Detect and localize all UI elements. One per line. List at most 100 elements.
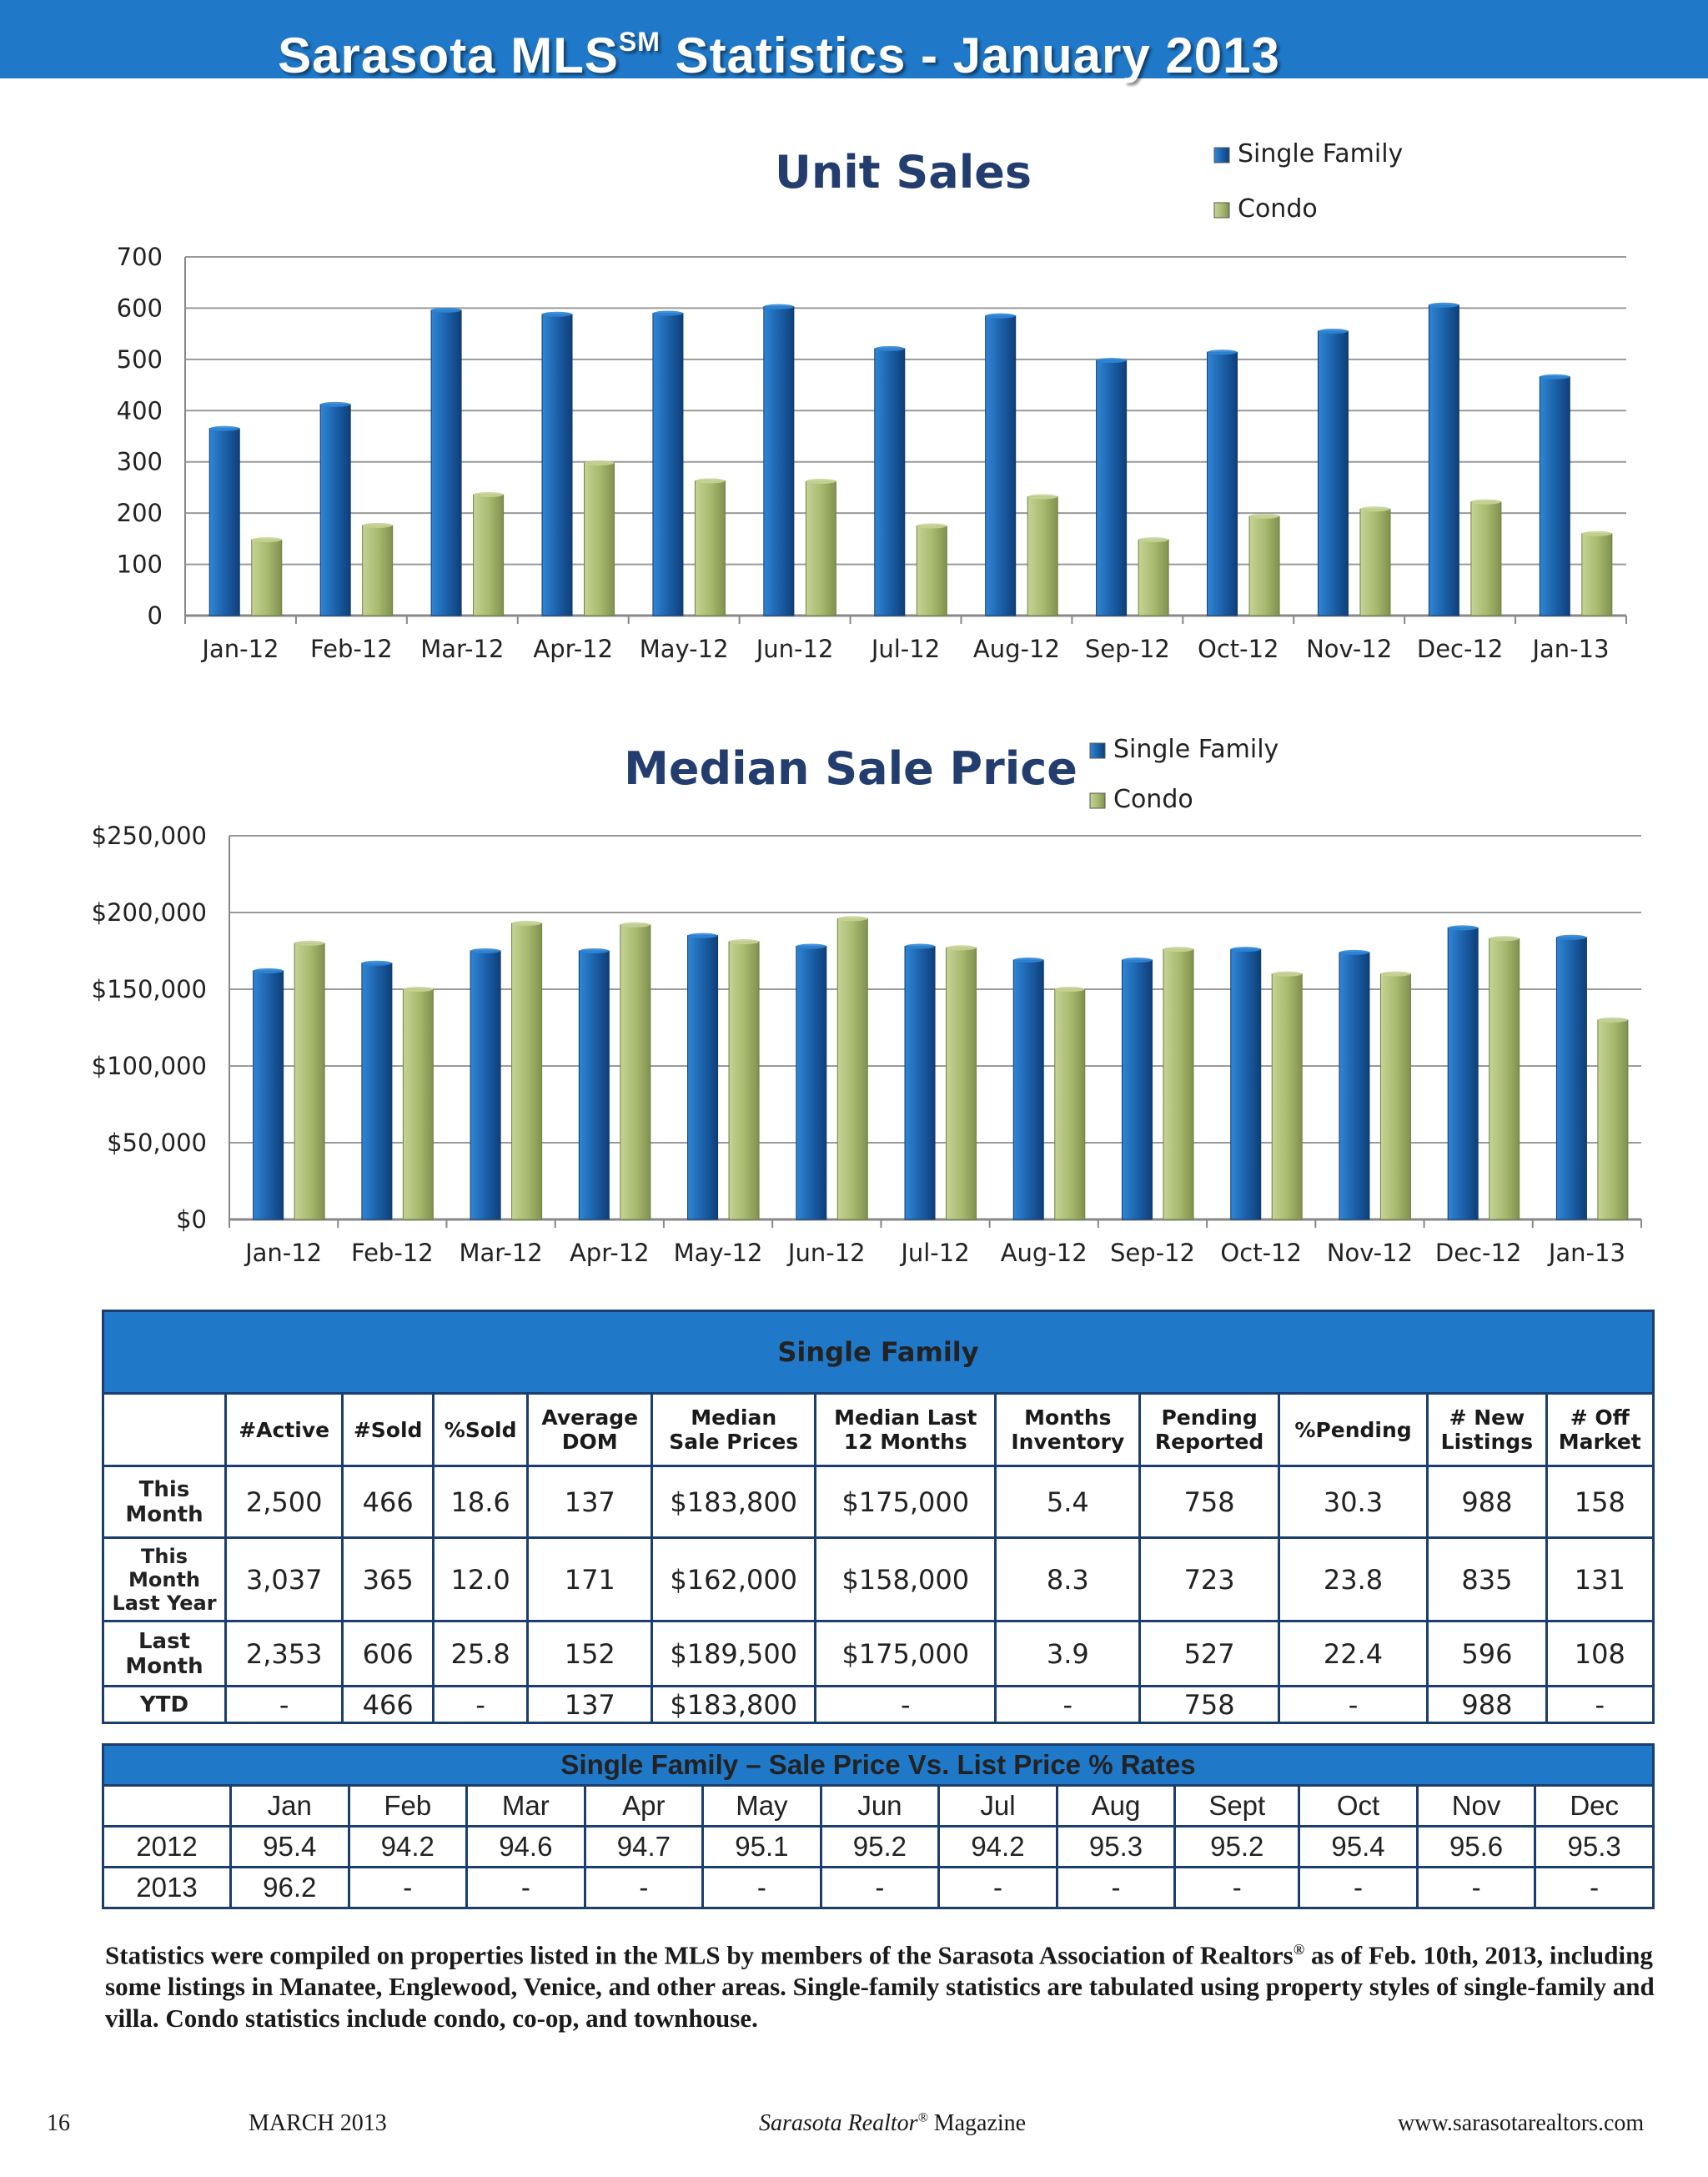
x-tick-label: Jan-13 bbox=[1547, 1239, 1625, 1267]
bar-single-family-apr-12 bbox=[578, 950, 610, 1220]
table-row: Last Month 2,353 606 25.8 152 $189,500 $175,000… bbox=[102, 1620, 1655, 1687]
table-cell: - bbox=[1298, 1866, 1419, 1909]
bar-condo-jan-12 bbox=[251, 539, 283, 616]
bar-cap bbox=[1339, 949, 1369, 955]
x-tick-label: May-12 bbox=[640, 635, 729, 663]
column-header-line2: Reported bbox=[1154, 1430, 1264, 1454]
table-cell: 365 bbox=[341, 1536, 435, 1622]
table-cell: - bbox=[1415, 1866, 1537, 1909]
bar-condo-jan-12 bbox=[294, 943, 325, 1220]
bar-single-family-jan-13 bbox=[1539, 376, 1570, 616]
legend-label: Condo bbox=[1238, 194, 1318, 224]
table-cell: $175,000 bbox=[814, 1620, 997, 1687]
row-label-line: Last bbox=[138, 1628, 191, 1654]
sale-vs-list-table: Single Family – Sale Price Vs. List Pric… bbox=[102, 1743, 1655, 1909]
corner-cell bbox=[102, 1784, 232, 1828]
column-header-line1: # New bbox=[1449, 1405, 1525, 1430]
row-label-line: YTD bbox=[139, 1692, 189, 1717]
bar-condo-nov-12 bbox=[1359, 508, 1391, 616]
row-label: This Month bbox=[102, 1465, 227, 1539]
table-cell: 988 bbox=[1426, 1685, 1548, 1724]
column-header-line2: Sale Prices bbox=[669, 1430, 799, 1454]
single-family-table-wrap: Single Family #Active #Sold %Sold Average DO… bbox=[102, 1310, 1655, 1724]
table-cell: $183,800 bbox=[651, 1685, 817, 1724]
column-header: Pending Reported bbox=[1138, 1392, 1280, 1467]
bar-cap bbox=[1122, 958, 1153, 963]
legend-label: Single Family bbox=[1113, 735, 1278, 764]
page-title: Sarasota MLSSM Statistics - January 2013 bbox=[278, 27, 1280, 83]
bar-single-family-jan-13 bbox=[1555, 937, 1587, 1220]
page-number: 16 bbox=[47, 2110, 70, 2136]
bar-single-family-jan-12 bbox=[208, 428, 240, 616]
x-tick-label: Jan-13 bbox=[1530, 635, 1609, 663]
bar-condo-aug-12 bbox=[1054, 988, 1086, 1220]
row-label-line: This bbox=[141, 1544, 188, 1568]
year-label: 2013 bbox=[102, 1866, 232, 1909]
column-header: %Pending bbox=[1277, 1392, 1429, 1467]
table-cell: 95.4 bbox=[229, 1825, 350, 1868]
bar-cap bbox=[620, 922, 651, 928]
bar-condo-aug-12 bbox=[1027, 495, 1058, 616]
table-cell: 723 bbox=[1138, 1536, 1280, 1622]
bar-cap bbox=[985, 313, 1016, 319]
column-header: # New Listings bbox=[1426, 1392, 1548, 1467]
table-cell: 94.2 bbox=[347, 1825, 469, 1868]
bar-cap bbox=[209, 425, 240, 431]
table-cell: - bbox=[347, 1866, 469, 1909]
bar-cap bbox=[431, 307, 462, 313]
bar-cap bbox=[1556, 934, 1587, 940]
table-row: YTD -466-137 $183,800- -758-988- bbox=[102, 1685, 1655, 1724]
bar-cap bbox=[1380, 971, 1411, 977]
bar-cap bbox=[652, 310, 683, 316]
footnote: Statistics were compiled on properties l… bbox=[105, 1940, 1655, 2034]
table-cell: - bbox=[814, 1685, 997, 1724]
bar-condo-jul-12 bbox=[946, 947, 977, 1220]
bar-single-family-feb-12 bbox=[319, 404, 351, 616]
bar-condo-feb-12 bbox=[362, 525, 394, 616]
month-header: Oct bbox=[1298, 1784, 1419, 1828]
bar-single-family-nov-12 bbox=[1339, 952, 1370, 1220]
bar-single-family-dec-12 bbox=[1447, 927, 1479, 1220]
bar-cap bbox=[796, 943, 826, 949]
table-cell: - bbox=[224, 1685, 344, 1724]
table-cell: 527 bbox=[1138, 1620, 1280, 1687]
website-link[interactable]: www.sarasotarealtors.com bbox=[1398, 2110, 1645, 2136]
column-header-line2: Inventory bbox=[1011, 1430, 1125, 1454]
table-cell: - bbox=[937, 1866, 1058, 1909]
bar-single-family-nov-12 bbox=[1317, 330, 1349, 616]
magazine-name: Sarasota Realtor® Magazine bbox=[759, 2110, 1027, 2136]
x-tick-label: Jul-12 bbox=[899, 1239, 969, 1267]
bar-cap bbox=[1138, 537, 1169, 543]
bar-single-family-oct-12 bbox=[1207, 351, 1238, 616]
row-label-line: Last Year bbox=[112, 1591, 217, 1615]
x-tick-label: Sep-12 bbox=[1110, 1239, 1195, 1267]
column-header-line2: DOM bbox=[561, 1430, 618, 1454]
bar-condo-may-12 bbox=[728, 941, 760, 1220]
sale-vs-list-header-row: Jan Feb Mar Apr May Jun Jul Aug Sept Oct Nov Dec bbox=[102, 1784, 1655, 1828]
table-cell: 18.6 bbox=[431, 1465, 530, 1539]
issue-date: MARCH 2013 bbox=[249, 2110, 387, 2136]
bar-cap bbox=[403, 987, 434, 992]
month-header: May bbox=[701, 1784, 822, 1828]
x-tick-label: Feb-12 bbox=[351, 1239, 434, 1267]
table-cell: - bbox=[1277, 1685, 1429, 1724]
bar-cap bbox=[917, 523, 947, 529]
table-cell: 25.8 bbox=[431, 1620, 530, 1687]
bar-cap bbox=[253, 968, 284, 973]
bar-cap bbox=[362, 522, 393, 528]
sale-vs-list-table-wrap: Single Family – Sale Price Vs. List Pric… bbox=[102, 1743, 1655, 1909]
x-tick-label: Apr-12 bbox=[570, 1239, 650, 1267]
bar-cap bbox=[1540, 374, 1570, 380]
bar-cap bbox=[251, 537, 282, 543]
table-cell: 466 bbox=[341, 1685, 435, 1724]
bar-cap bbox=[320, 401, 351, 407]
x-tick-label: Feb-12 bbox=[310, 635, 393, 663]
x-tick-label: Nov-12 bbox=[1306, 635, 1392, 663]
y-tick-label: $150,000 bbox=[92, 975, 207, 1003]
column-header: Median Sale Prices bbox=[651, 1392, 817, 1467]
bar-condo-mar-12 bbox=[511, 923, 543, 1220]
bar-cap bbox=[542, 311, 573, 317]
bar-single-family-feb-12 bbox=[361, 963, 393, 1220]
x-tick-label: Apr-12 bbox=[533, 635, 613, 663]
table-cell: 94.2 bbox=[937, 1825, 1058, 1868]
